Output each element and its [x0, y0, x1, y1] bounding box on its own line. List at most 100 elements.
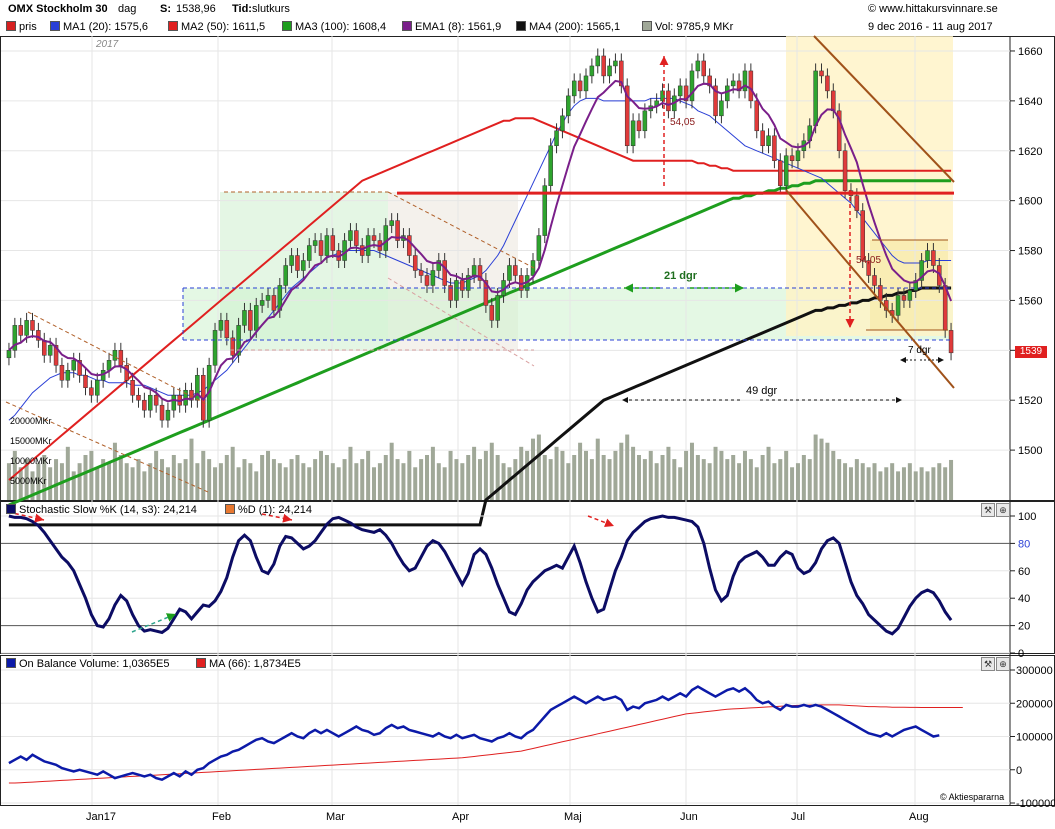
- candle-body: [913, 280, 918, 291]
- candle-body: [465, 275, 471, 291]
- copyright: © Aktiespararna: [940, 792, 1005, 802]
- candle-body: [583, 75, 589, 92]
- volume-bar: [825, 442, 830, 500]
- candle-body: [725, 85, 730, 102]
- volume-bar: [354, 463, 359, 500]
- panel3-settings-icon[interactable]: ⚒: [981, 657, 995, 671]
- candle-body: [566, 95, 571, 117]
- volume-bar: [648, 450, 653, 500]
- ma100-line: [8, 179, 952, 507]
- volume-bar: [171, 455, 176, 500]
- volume-bar: [513, 459, 518, 500]
- volume-bar: [554, 446, 559, 500]
- y-tick-label: 1640: [1018, 96, 1042, 108]
- volume-bar: [542, 455, 547, 500]
- x-tick-label: Aug: [909, 811, 929, 823]
- candle-body: [460, 280, 465, 291]
- volume-bar: [619, 442, 624, 500]
- candle-body: [330, 235, 336, 251]
- volume-bar: [578, 442, 583, 500]
- panel2-zoom-icon[interactable]: ⊕: [996, 503, 1010, 517]
- swatch-stoch-d: [225, 504, 235, 514]
- y-tick-label: 1600: [1018, 196, 1042, 208]
- candle-body: [212, 330, 218, 366]
- swatch-vol: [642, 21, 652, 31]
- site-credit: © www.hittakursvinnare.se: [868, 3, 998, 15]
- volume-bar: [301, 463, 306, 500]
- volume-bar: [154, 450, 159, 500]
- candle-body: [306, 245, 312, 261]
- legend-item-ma2: MA2 (50): 1611,5: [168, 20, 265, 34]
- ma50-line: [8, 117, 952, 481]
- volume-bar: [654, 463, 659, 500]
- volume-bar: [30, 471, 35, 500]
- candle-body: [171, 394, 177, 411]
- candle-body: [695, 60, 701, 72]
- candle-body: [230, 337, 235, 356]
- obv-header: On Balance Volume: 1,0365E5 MA (66): 1,8…: [0, 657, 1055, 671]
- stoch-tick-label: 80: [1018, 538, 1030, 550]
- candle-body: [289, 255, 294, 266]
- candle-body: [677, 85, 683, 97]
- panel2-settings-icon[interactable]: ⚒: [981, 503, 995, 517]
- stoch-arrow-2: [261, 513, 293, 523]
- legend-item-ma4: MA4 (200): 1565,1: [516, 20, 620, 34]
- obv-tick-label: 0: [1016, 765, 1022, 777]
- panel3-zoom-icon[interactable]: ⊕: [996, 657, 1010, 671]
- candle-body: [283, 265, 288, 286]
- volume-bar: [366, 450, 371, 500]
- volume-bar: [896, 471, 901, 500]
- candle-body: [713, 85, 718, 117]
- volume-bar: [460, 463, 465, 500]
- trend-channel-lower-mar: [387, 277, 535, 367]
- index-title: OMX Stockholm 30: [8, 3, 108, 15]
- swatch-ma4: [516, 21, 526, 31]
- volume-bar: [395, 459, 400, 500]
- volume-bar: [501, 463, 506, 500]
- candle-body: [89, 387, 94, 396]
- volume-bar: [819, 438, 824, 500]
- volume-bar: [636, 455, 641, 500]
- shade-zone-aug: [870, 240, 948, 330]
- candle-body: [430, 270, 436, 286]
- stochastic-d-legend: %D (1): 24,214: [225, 503, 312, 517]
- volume-bar: [778, 459, 783, 500]
- volume-bar: [748, 459, 753, 500]
- volume-bar: [919, 467, 924, 500]
- volume-bar: [24, 459, 29, 500]
- candle-body: [619, 60, 624, 87]
- candle-body: [130, 380, 135, 396]
- volume-bar: [913, 471, 918, 500]
- volume-label-5000: 5000MKr: [10, 476, 47, 486]
- stoch-tick-label: 0: [1018, 648, 1024, 660]
- candle-body: [778, 160, 783, 186]
- y-tick-label: 1660: [1018, 46, 1042, 58]
- volume-bar: [271, 459, 276, 500]
- stochastic-k-legend: Stochastic Slow %K (14, s3): 24,214: [6, 503, 197, 517]
- stoch-d-line: [8, 515, 952, 635]
- volume-bar: [425, 455, 430, 500]
- candle-body: [407, 235, 412, 256]
- volume-bar: [548, 459, 553, 500]
- volume-bar: [407, 450, 412, 500]
- y-tick-label: 1500: [1018, 445, 1042, 457]
- volume-bar: [472, 446, 477, 500]
- volume-bar: [413, 467, 418, 500]
- volume-bar: [943, 467, 948, 500]
- s-value: 1538,96: [176, 3, 216, 15]
- legend-item-ma1: MA1 (20): 1575,6: [50, 20, 148, 34]
- volume-bar: [266, 450, 271, 500]
- stoch-k-line: [8, 514, 953, 636]
- volume-bar: [183, 459, 188, 500]
- candle-body: [118, 350, 124, 366]
- candle-body: [571, 80, 577, 97]
- volume-bar: [42, 455, 47, 500]
- candle-body: [754, 100, 759, 132]
- volume-bar: [525, 450, 530, 500]
- volume-bar: [890, 463, 895, 500]
- volume-bar: [684, 450, 689, 500]
- candle-body: [383, 225, 389, 251]
- volume-bar: [48, 467, 53, 500]
- candle-body: [789, 155, 795, 161]
- volume-bar: [572, 455, 577, 500]
